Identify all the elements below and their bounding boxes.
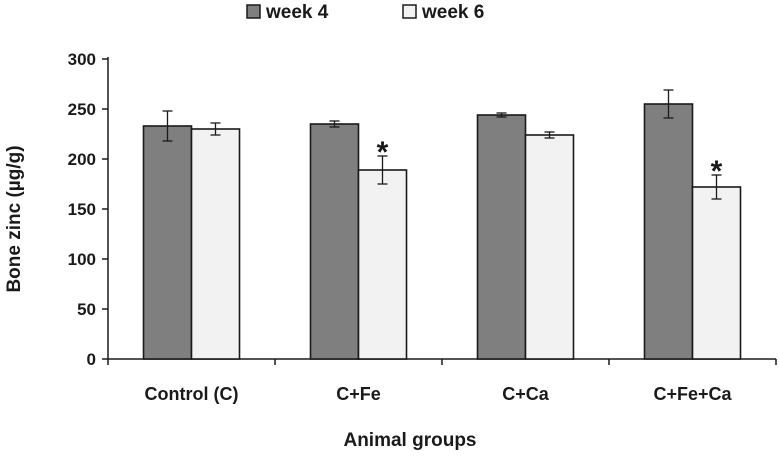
x-axis-title: Animal groups (343, 430, 476, 451)
bar-week-4 (309, 123, 360, 360)
y-tick-label: 300 (68, 50, 96, 69)
bar-week-4 (643, 103, 694, 360)
bar-week-4 (476, 114, 527, 360)
y-tick-label: 50 (77, 300, 96, 319)
bar-week-6 (691, 186, 742, 360)
x-tick-label: C+Fe+Ca (653, 384, 732, 404)
y-tick-label: 200 (68, 150, 96, 169)
y-tick-label: 250 (68, 100, 96, 119)
bar-week-6 (357, 169, 408, 360)
y-tick-label: 150 (68, 200, 96, 219)
bar-week-4 (142, 125, 193, 360)
x-tick-label: C+Ca (502, 384, 550, 404)
legend: week 4 week 6 (246, 2, 484, 23)
significance-marker: * (377, 136, 389, 169)
y-axis-title: Bone zinc (µg/g) (4, 145, 25, 292)
bar-week-6 (524, 134, 575, 360)
legend-label: week 6 (421, 2, 484, 23)
x-tick-label: C+Fe (336, 384, 381, 404)
bar-week-6 (190, 128, 241, 360)
significance-marker: * (711, 155, 723, 188)
legend-label: week 4 (265, 2, 329, 23)
bars: ** (142, 89, 742, 360)
x-axis: Control (C) C+Fe C+Ca C+Fe+Ca (107, 358, 777, 404)
legend-swatch-week-6 (402, 4, 417, 19)
y-tick-label: 0 (87, 350, 96, 369)
y-tick-label: 100 (68, 250, 96, 269)
legend-swatch-week-4 (246, 4, 261, 19)
y-axis: 0 50 100 150 200 250 300 (68, 50, 109, 369)
x-tick-label: Control (C) (145, 384, 239, 404)
